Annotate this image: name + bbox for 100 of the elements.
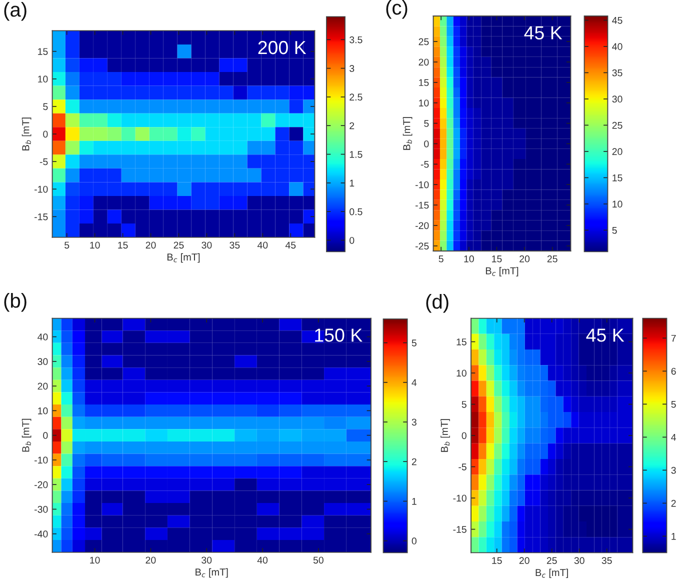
x-tick-label: 35 [230,242,240,249]
x-tick-label: 10 [90,242,100,249]
y-tick-label: -40 [34,530,48,538]
x-tick-label: 30 [202,242,212,249]
color-bar-label: 3 [671,466,676,474]
y-axis-title: B$_{b}$ [mT] [22,118,32,150]
y-tick-label: -15 [416,202,429,209]
x-tick-label: 30 [574,557,584,564]
x-tick-label: 20 [146,556,156,564]
x-axis-title: B$_{c}$ [mT] [167,253,200,263]
chart-title: (b) [4,293,26,312]
color-bar-label: 40 [612,43,622,50]
x-tick-label: 35 [602,557,612,564]
y-tick-label: 10 [38,407,48,414]
annotation: 150 K [315,328,362,342]
y-tick-label: 5 [424,120,429,127]
color-bar-label: 25 [612,122,622,129]
x-axis-title: B$_{c}$ [mT] [486,267,518,276]
color-bar-label: 45 [612,17,622,24]
color-bar-label: 15 [612,174,622,182]
x-tick-label: 40 [257,242,268,249]
y-tick-label: -5 [420,160,429,168]
x-tick-label: 15 [492,256,502,262]
color-bar-label: 35 [612,69,622,76]
y-tick-label: 0 [43,432,48,439]
color-bar-label: 5 [612,227,617,234]
color-bar-label: 5 [671,400,676,408]
y-tick-label: 30 [38,358,48,366]
color-bar-label: 0.5 [350,208,362,216]
x-tick-label: 40 [257,556,268,564]
color-bar-label: 10 [612,200,622,208]
annotation: 200 K [258,40,306,54]
y-tick-label: 15 [419,79,429,86]
y-axis-title: B$_{b}$ [mT] [440,419,450,452]
y-tick-label: -20 [34,481,48,488]
y-tick-label: -20 [416,222,429,230]
y-tick-label: -15 [453,526,466,533]
color-bar-label: 1 [350,180,354,186]
x-tick-label: 20 [146,242,156,249]
color-bar-label: 20 [612,148,622,156]
y-tick-label: 0 [424,140,429,148]
color-bar-label: 3.5 [350,36,362,44]
y-tick-label: 20 [38,382,48,390]
y-tick-label: 10 [456,370,466,377]
y-tick-label: -10 [453,494,466,502]
y-tick-label: 40 [38,334,48,340]
y-tick-label: 10 [419,100,429,106]
y-tick-label: -25 [416,242,429,250]
color-bar-label: 2 [350,122,354,130]
x-tick-label: 20 [519,557,530,564]
x-tick-label: 5 [438,256,444,262]
y-tick-label: 15 [456,338,466,346]
y-tick-label: -10 [34,186,48,193]
y-tick-label: -5 [40,158,48,166]
x-axis-title: B$_{c}$ [mT] [196,568,228,578]
y-tick-label: -30 [34,506,48,513]
x-tick-label: 15 [118,242,128,249]
y-tick-label: 15 [38,48,48,55]
color-bar-label: 2 [671,500,676,507]
annotation: 45 K [586,328,624,342]
y-axis-title: B$_{b}$ [mT] [22,418,32,452]
y-tick-label: 20 [418,58,429,66]
color-bar-label: 30 [612,96,622,103]
color-bar-label: 3 [412,418,416,426]
y-tick-label: 10 [38,76,48,83]
x-tick-label: 30 [202,556,212,564]
x-tick-label: 25 [546,557,557,564]
y-axis-title: B$_{b}$ [mT] [402,117,412,150]
color-bar-label: 1.5 [350,151,362,158]
y-tick-label: 0 [462,432,466,440]
y-tick-label: 5 [43,103,48,110]
color-bar-label: 2.5 [350,94,362,101]
color-bar-label: 1 [672,533,676,540]
x-tick-label: 5 [64,242,70,249]
color-bar-label: 6 [671,368,676,375]
x-tick-label: 15 [492,557,502,564]
annotation: 45 K [524,26,562,40]
x-tick-label: 45 [285,242,296,249]
x-tick-label: 10 [90,556,100,564]
chart-title: (c) [386,0,408,19]
x-tick-label: 50 [313,556,324,564]
x-tick-label: 25 [547,255,558,262]
color-bar-label: 1 [412,498,416,505]
y-tick-label: -10 [416,181,429,188]
y-tick-label: 25 [418,38,429,46]
x-tick-label: 20 [520,255,530,262]
y-tick-label: -5 [458,464,466,470]
y-tick-label: 5 [462,401,466,408]
color-bar-label: 4 [671,434,676,441]
x-axis-title: B$_{c}$ [mT] [536,568,568,578]
y-tick-label: -15 [34,213,48,220]
y-tick-label: -10 [34,456,48,464]
chart-title: (a) [4,2,26,21]
color-bar-label: 4 [412,379,417,386]
color-bar-label: 3 [350,65,354,72]
chart-title: (d) [426,294,448,313]
color-bar-label: 0 [350,236,354,244]
color-bar-label: 7 [671,334,676,342]
x-tick-label: 25 [174,242,184,249]
color-bar-label: 2 [412,458,416,466]
